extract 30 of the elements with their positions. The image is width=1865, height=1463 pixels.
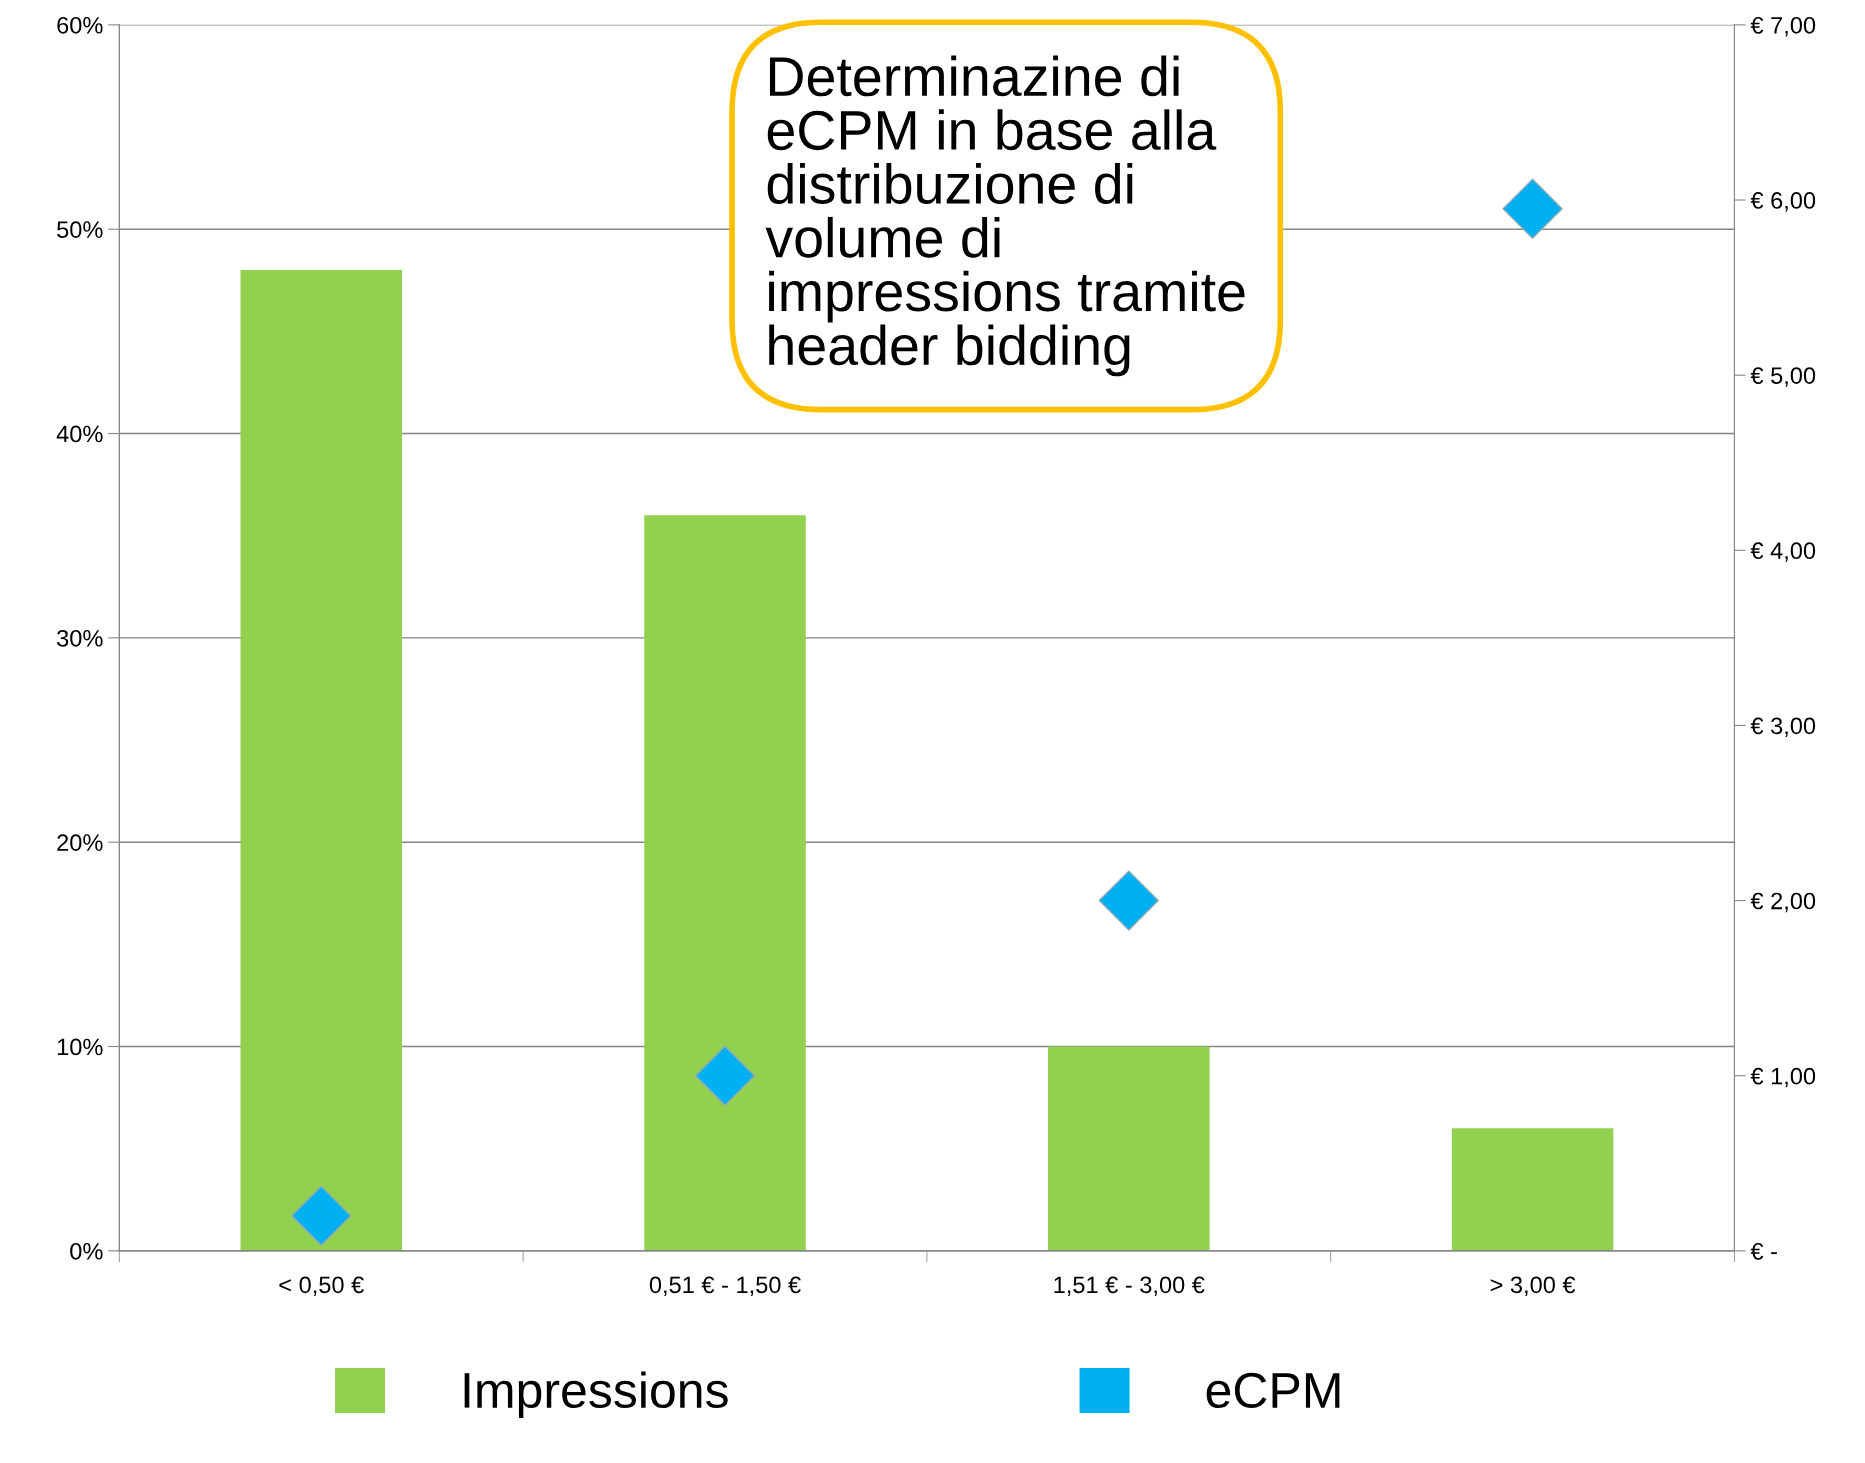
y2-tick-label: € 3,00 bbox=[1750, 717, 1816, 738]
y2-tick-label: € 6,00 bbox=[1750, 192, 1816, 212]
y-tick-label: 40% bbox=[56, 425, 103, 443]
legend-label: Impressions bbox=[464, 1371, 728, 1418]
y2-tick-label: € - bbox=[1750, 1242, 1777, 1260]
y2-tick-label: € 2,00 bbox=[1750, 892, 1816, 913]
y2-tick-label: € 5,00 bbox=[1750, 367, 1816, 387]
y-tick-label: 50% bbox=[57, 221, 103, 238]
y-tick-label: 0% bbox=[70, 1242, 103, 1260]
point bbox=[291, 1185, 352, 1246]
text: Determinazine di eCPM in base alla distribuzione di volume di impressions tramite header bidding bbox=[765, 55, 1245, 377]
y-tick-label: 20% bbox=[57, 834, 103, 851]
x-tick-label: < 0,50 € bbox=[279, 1276, 364, 1296]
point bbox=[694, 1045, 756, 1106]
x-tick-label: 0,51 € - 1,50 € bbox=[649, 1276, 801, 1296]
x-tick-label: 1,51 € - 3,00 € bbox=[1054, 1276, 1205, 1296]
point bbox=[1502, 178, 1563, 239]
point bbox=[1098, 870, 1159, 931]
y-tick-label: 30% bbox=[57, 629, 103, 647]
y-tick-label: 60% bbox=[57, 16, 103, 34]
y2-tick-label: € 7,00 bbox=[1750, 16, 1816, 37]
legend-label: eCPM bbox=[1206, 1372, 1340, 1409]
bar bbox=[1048, 1046, 1210, 1251]
y-tick-label: 10% bbox=[57, 1038, 103, 1056]
bar bbox=[1451, 1128, 1614, 1251]
y2-tick-label: € 1,00 bbox=[1750, 1067, 1816, 1088]
bar bbox=[644, 515, 806, 1251]
bar bbox=[240, 270, 402, 1251]
x-tick-label: > 3,00 € bbox=[1490, 1276, 1576, 1296]
y2-tick-label: € 4,00 bbox=[1750, 542, 1816, 562]
